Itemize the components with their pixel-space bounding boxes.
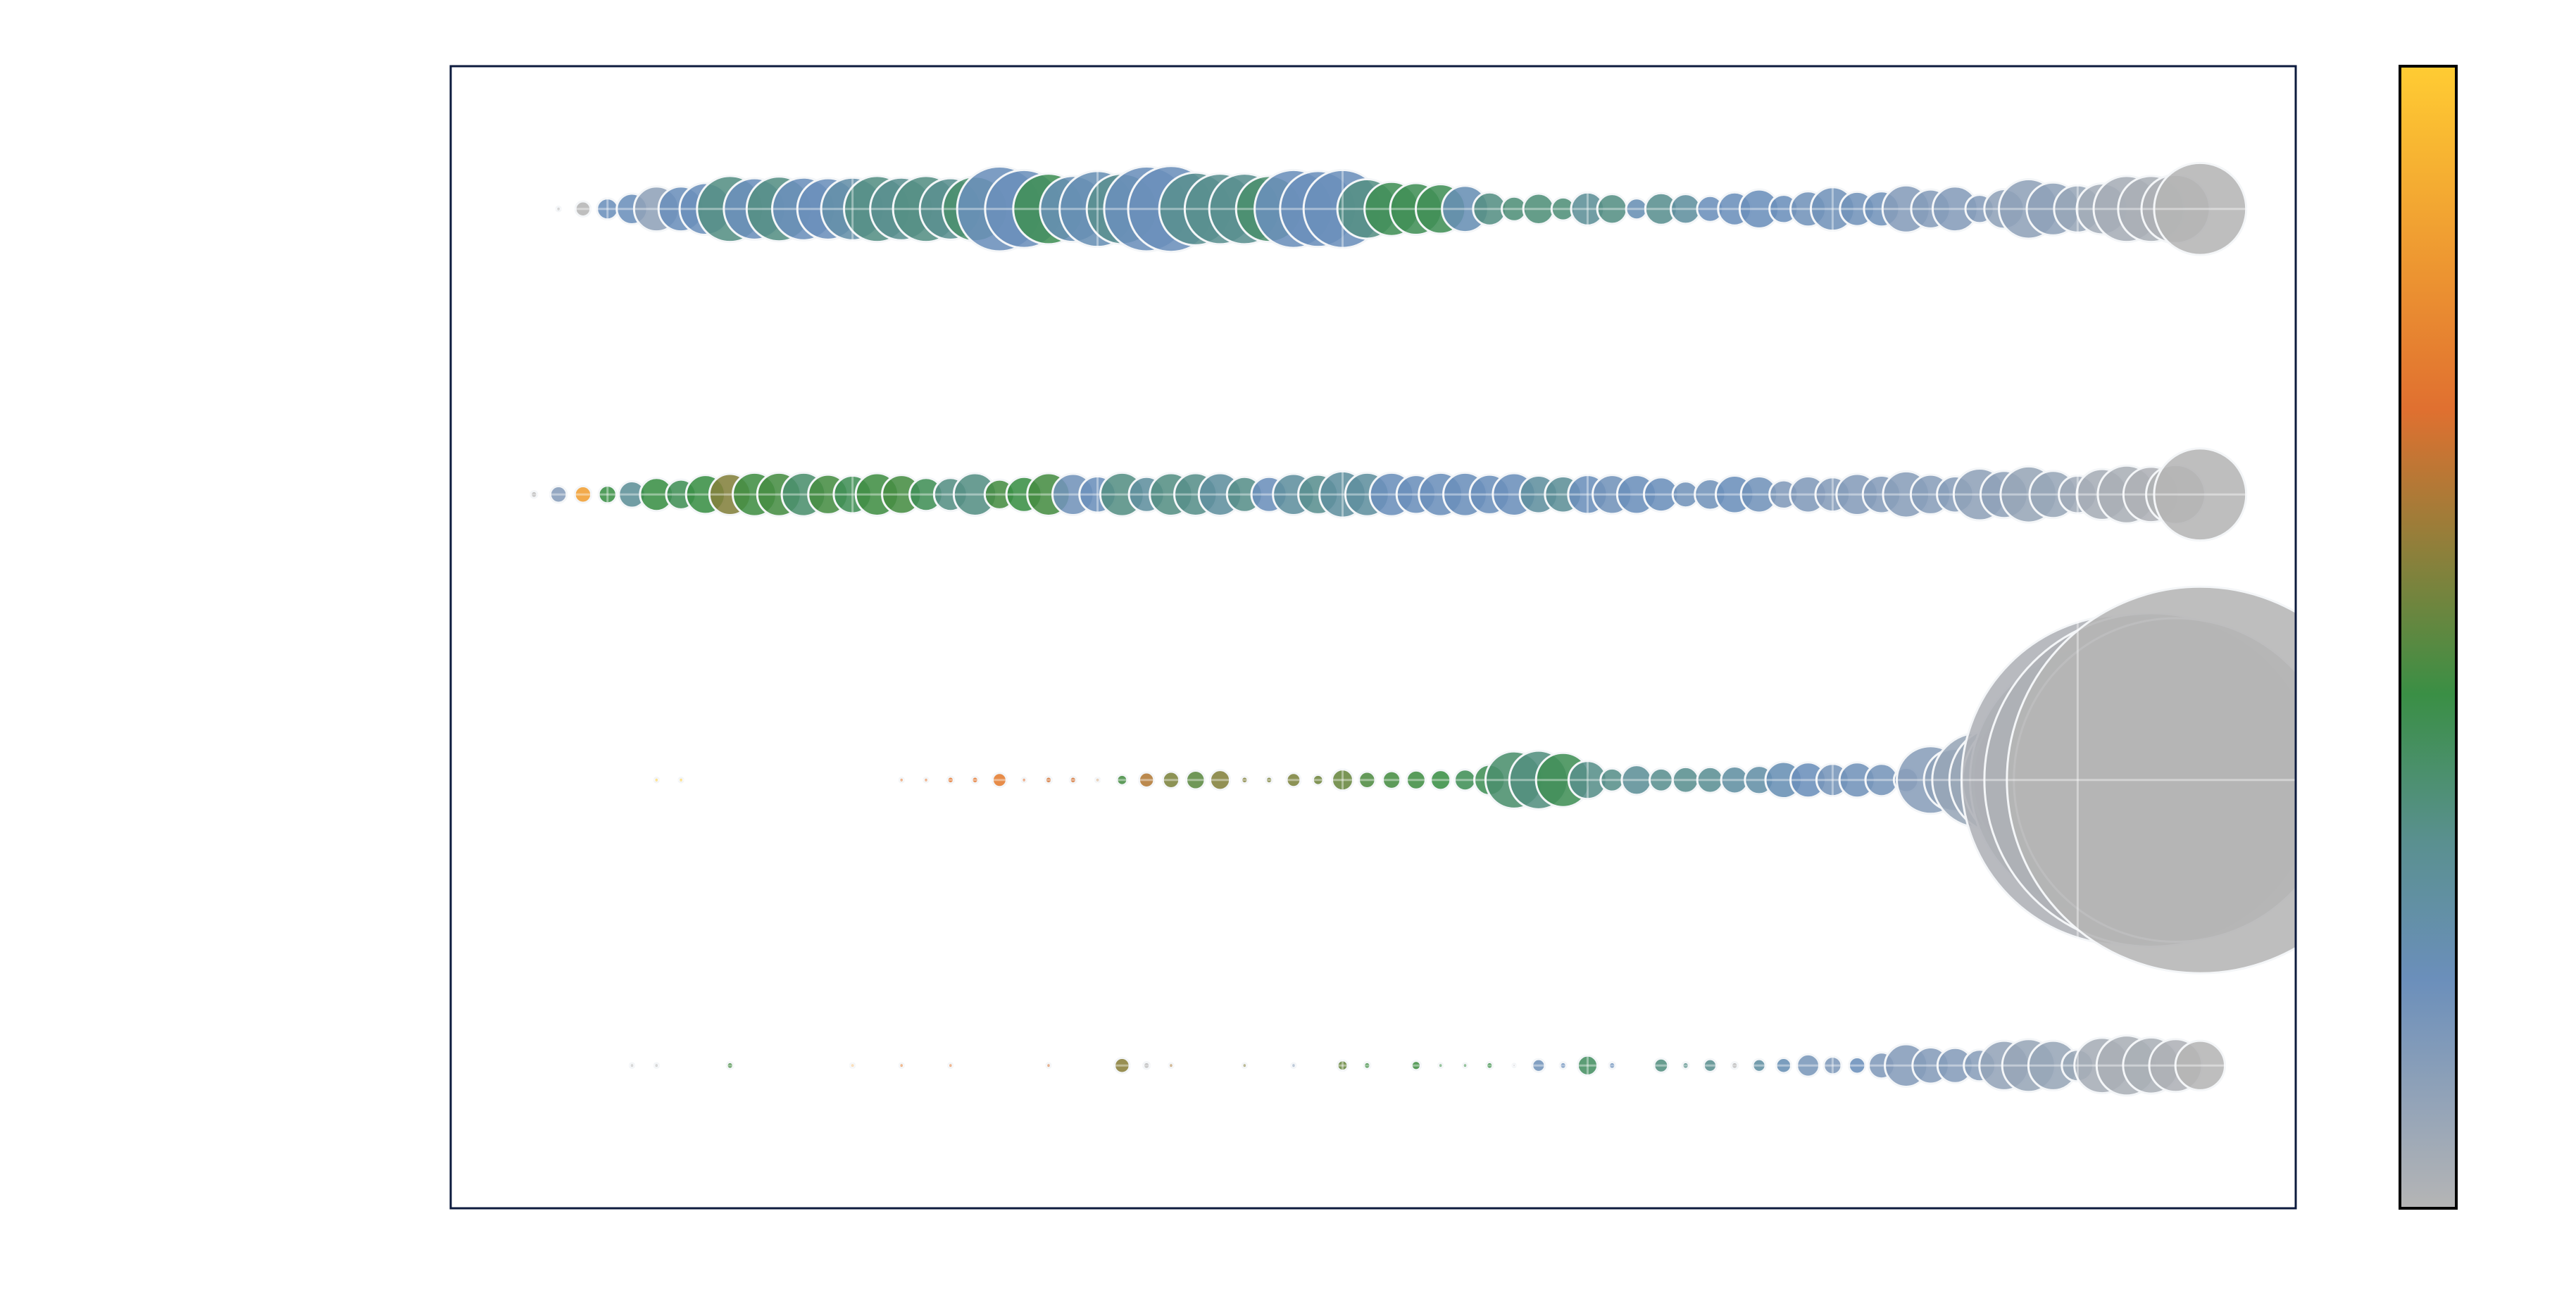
- bubble-point: [1020, 776, 1027, 784]
- bubble-point: [1681, 1061, 1690, 1070]
- bubble-point: [1461, 1062, 1469, 1070]
- bubble-point: [1511, 1063, 1517, 1069]
- bubble-point: [1437, 1062, 1444, 1070]
- bubble-point: [1558, 1061, 1568, 1070]
- bubble-point: [677, 776, 684, 784]
- bubble-point: [1531, 1058, 1546, 1073]
- bubble-point: [1485, 1061, 1494, 1070]
- bubble-point: [1045, 1062, 1052, 1070]
- bubble-point: [1142, 1061, 1151, 1070]
- bubble-row-0: [555, 161, 2248, 256]
- bubble-point: [2153, 161, 2248, 256]
- bubble-point: [628, 1062, 636, 1070]
- bubble-point: [1290, 1062, 1297, 1070]
- bubble-point: [1336, 1059, 1349, 1072]
- bubble-point: [1430, 769, 1452, 791]
- bubble-point: [923, 776, 930, 784]
- bubble-row-2: [653, 585, 2296, 975]
- gridlines: [451, 66, 2296, 1208]
- bubble-point: [1653, 1057, 1670, 1074]
- bubble-point: [1264, 775, 1274, 784]
- bubble-point: [1068, 775, 1077, 784]
- bubble-point: [2153, 447, 2248, 542]
- bubble-point: [1285, 772, 1302, 789]
- bubble-layer: [530, 161, 2296, 1097]
- bubble-point: [1405, 769, 1427, 791]
- bubble-point: [1576, 1054, 1599, 1077]
- bubble-point: [1330, 768, 1355, 792]
- bubble-point: [1208, 769, 1232, 791]
- bubble-point: [573, 485, 593, 504]
- bubble-point: [1241, 1062, 1249, 1070]
- bubble-point: [970, 775, 980, 784]
- bubble-point: [1751, 1058, 1767, 1073]
- plot-area: [451, 66, 2296, 1208]
- bubble-point: [1044, 775, 1053, 784]
- bubble-point: [2174, 1039, 2226, 1091]
- bubble-point: [898, 1062, 906, 1070]
- bubble-point: [1730, 1061, 1739, 1070]
- bubble-point: [1775, 1057, 1793, 1074]
- bubble-point: [898, 776, 906, 784]
- bubble-point: [1410, 1060, 1423, 1072]
- bubble-point: [1702, 1058, 1718, 1073]
- bubble-point: [849, 1062, 856, 1070]
- bubble-point: [946, 775, 955, 784]
- colorbar: [2399, 65, 2458, 1210]
- bubble-point: [1161, 770, 1181, 789]
- bubble-point: [1822, 1055, 1843, 1076]
- bubble-point: [555, 205, 562, 213]
- bubble-point: [1608, 1061, 1617, 1070]
- bubble-row-1: [530, 447, 2248, 542]
- bubble-point: [1168, 1062, 1175, 1070]
- bubble-point: [1381, 770, 1402, 790]
- bubble-point: [653, 776, 661, 784]
- bubble-row-3: [628, 1034, 2226, 1097]
- bubble-point: [1113, 1057, 1131, 1074]
- bubble-point: [2006, 585, 2296, 975]
- bubble-point: [549, 485, 568, 504]
- bubble-point: [1184, 769, 1206, 791]
- bubble-point: [597, 484, 618, 505]
- bubble-point: [946, 1062, 954, 1070]
- bubble-point: [1796, 1053, 1821, 1078]
- bubble-point: [530, 490, 539, 499]
- bubble-point: [653, 1062, 661, 1070]
- bubble-point: [1137, 771, 1156, 789]
- bubble-point: [1115, 773, 1129, 787]
- bubble-point: [725, 1061, 734, 1070]
- bubble-point: [991, 772, 1008, 789]
- bubble-point: [1240, 775, 1249, 784]
- bubble-point: [1311, 773, 1325, 787]
- bubble-point: [1358, 770, 1377, 789]
- bubble-point: [1094, 776, 1101, 784]
- bubble-point: [574, 200, 592, 218]
- bubble-point: [1363, 1061, 1372, 1070]
- bubble-point: [1847, 1056, 1867, 1075]
- plot-frame: [449, 65, 2297, 1210]
